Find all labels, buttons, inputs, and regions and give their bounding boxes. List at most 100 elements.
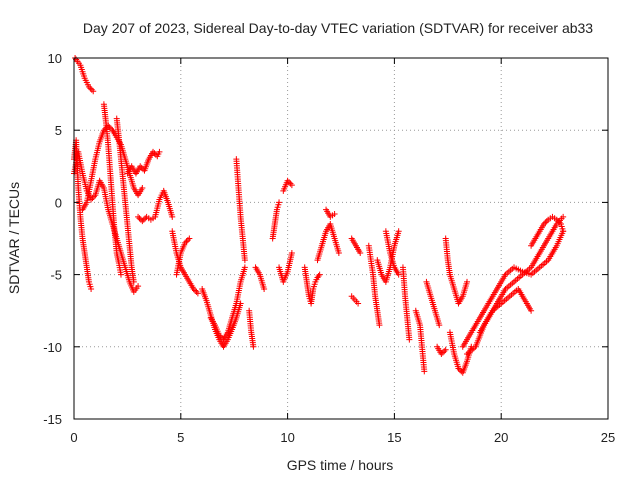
series-track-27 [399,264,413,343]
data-point [439,349,446,356]
data-point [542,219,549,226]
data-point [261,286,268,293]
series-track-33 [459,228,567,350]
data-point [395,228,402,235]
series-track-17 [280,177,295,194]
series-track-28 [412,307,428,375]
data-point [135,213,142,220]
data-point [560,213,567,220]
data-point [182,239,189,246]
data-point [139,184,146,191]
plot-frame [73,57,609,420]
data-point [250,343,257,350]
data-point [90,88,97,95]
series-track-9 [169,228,201,297]
series-track-11 [199,286,244,350]
data-point [87,85,94,92]
data-point [284,177,291,184]
data-point [190,286,197,293]
series-track-19 [301,264,323,307]
series-track-23 [348,293,362,307]
data-point [193,288,200,295]
series-track-5 [100,101,124,278]
data-point [442,346,449,353]
data-point [376,322,383,329]
series-track-20 [314,221,342,264]
data-point [156,148,163,155]
data-point [100,127,107,134]
data-points [71,55,567,376]
data-point [395,271,402,278]
data-point [288,249,295,256]
x-axis-label: GPS time / hours [287,457,394,473]
x-tick-label: 10 [280,430,294,445]
data-point [136,215,143,222]
data-point [117,271,124,278]
data-point [140,216,147,223]
data-point [464,278,471,285]
series-track-30 [434,343,449,358]
data-point [183,238,190,245]
data-point [438,351,445,358]
data-point [556,219,563,226]
data-point [135,283,142,290]
x-tick-label: 5 [177,430,184,445]
data-point [241,257,248,264]
series-track-12 [207,264,248,343]
data-point [436,322,443,329]
data-point [169,213,176,220]
x-tick-label: 25 [601,430,615,445]
data-point [555,218,562,225]
data-point [241,264,248,271]
chart-title: Day 207 of 2023, Sidereal Day-to-day VTE… [83,20,593,36]
data-point [88,196,95,203]
series-track-26 [382,228,402,278]
data-point [421,368,428,375]
data-point [560,228,567,235]
data-point [287,180,294,187]
x-tick-label: 0 [70,430,77,445]
data-point [194,290,201,297]
tick-labels: 0 5 10 15 20 25 -15 -10 -5 0 5 10 [43,51,615,445]
data-point [137,163,144,170]
series-track-21 [323,206,338,220]
data-point [553,216,560,223]
data-point [315,273,322,280]
data-point [288,182,295,189]
data-point [286,179,293,186]
data-point [151,150,158,157]
grid-lines [74,58,608,419]
data-point [276,199,283,206]
data-point [90,193,97,200]
data-point [150,148,157,155]
x-tick-label: 20 [494,430,508,445]
series-track-36 [528,213,567,249]
series-track-24 [365,242,383,329]
series-track-16 [269,199,283,242]
series-track-32 [446,329,475,376]
series-track-13 [233,156,248,264]
data-point [335,249,342,256]
x-tick-label: 15 [387,430,401,445]
series-track-22 [348,235,364,256]
series-track-10 [173,235,193,278]
data-point [355,300,362,307]
data-point [216,332,223,339]
data-point [184,236,191,243]
data-point [528,307,535,314]
y-tick-label: 10 [48,51,62,66]
data-point [130,278,137,285]
data-point [331,210,338,217]
y-axis-label: SDTVAR / TECUs [6,182,22,294]
y-tick-label: -10 [43,340,62,355]
data-point [88,86,95,93]
axis-ticks [73,57,609,420]
series-track-15 [252,264,268,293]
data-point [138,164,145,171]
data-point [139,218,146,225]
data-point [316,271,323,278]
series-track-14 [246,307,257,350]
data-point [455,365,462,372]
data-point [357,249,364,256]
data-point [441,348,448,355]
